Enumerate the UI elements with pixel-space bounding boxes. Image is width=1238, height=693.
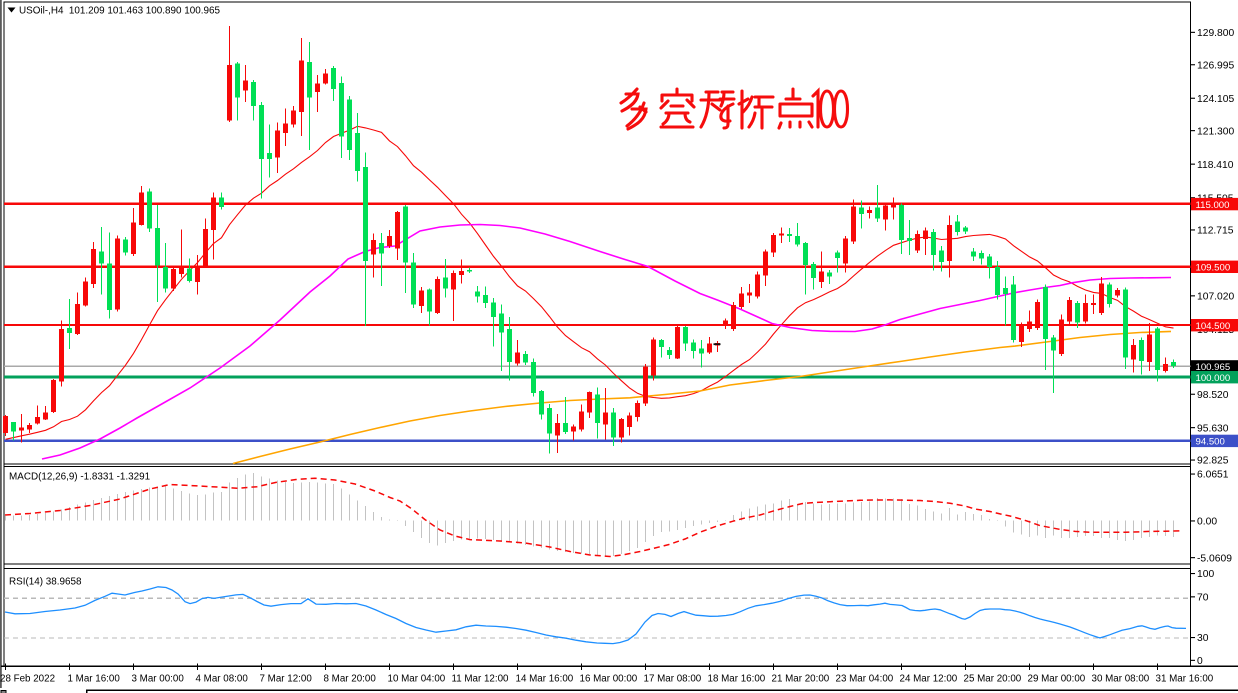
svg-text:-5.0609: -5.0609: [1197, 553, 1232, 564]
svg-text:24 Mar 12:00: 24 Mar 12:00: [900, 674, 958, 685]
svg-text:94.500: 94.500: [1196, 437, 1225, 448]
svg-text:100.965: 100.965: [1196, 362, 1231, 373]
svg-text:11 Mar 12:00: 11 Mar 12:00: [452, 674, 510, 685]
svg-text:98.520: 98.520: [1197, 390, 1229, 401]
svg-text:23 Mar 04:00: 23 Mar 04:00: [836, 674, 894, 685]
svg-text:28 Feb 2022: 28 Feb 2022: [0, 674, 55, 685]
svg-text:14 Mar 16:00: 14 Mar 16:00: [516, 674, 574, 685]
svg-text:112.715: 112.715: [1197, 226, 1234, 237]
svg-text:104.500: 104.500: [1196, 321, 1231, 332]
svg-text:30: 30: [1197, 633, 1209, 644]
svg-text:6.0651: 6.0651: [1197, 470, 1229, 481]
svg-text:18 Mar 16:00: 18 Mar 16:00: [708, 674, 766, 685]
svg-text:10 Mar 04:00: 10 Mar 04:00: [388, 674, 446, 685]
svg-text:107.020: 107.020: [1197, 292, 1234, 303]
svg-text:124.105: 124.105: [1197, 94, 1234, 105]
svg-text:92.825: 92.825: [1197, 456, 1229, 467]
svg-text:17 Mar 08:00: 17 Mar 08:00: [644, 674, 702, 685]
svg-text:70: 70: [1197, 593, 1209, 604]
svg-text:8 Mar 20:00: 8 Mar 20:00: [324, 674, 377, 685]
svg-text:3 Mar 00:00: 3 Mar 00:00: [132, 674, 185, 685]
svg-text:USOil-,H4 101.209 101.463 100: USOil-,H4 101.209 101.463 100.890 100.96…: [19, 6, 220, 17]
svg-text:7 Mar 12:00: 7 Mar 12:00: [260, 674, 313, 685]
svg-text:100.000: 100.000: [1196, 373, 1231, 384]
svg-text:21 Mar 20:00: 21 Mar 20:00: [772, 674, 830, 685]
svg-text:0.00: 0.00: [1197, 517, 1217, 528]
svg-text:121.300: 121.300: [1197, 126, 1234, 137]
svg-text:29 Mar 00:00: 29 Mar 00:00: [1028, 674, 1086, 685]
svg-text:100: 100: [1197, 569, 1214, 580]
svg-text:126.995: 126.995: [1197, 60, 1234, 71]
svg-text:25 Mar 20:00: 25 Mar 20:00: [964, 674, 1022, 685]
svg-text:95.630: 95.630: [1197, 423, 1229, 434]
svg-text:0: 0: [1197, 656, 1203, 667]
svg-text:109.500: 109.500: [1196, 263, 1231, 274]
svg-text:MACD(12,26,9) -1.8331 -1.3291: MACD(12,26,9) -1.8331 -1.3291: [9, 472, 151, 483]
svg-text:30 Mar 08:00: 30 Mar 08:00: [1092, 674, 1150, 685]
svg-text:16 Mar 00:00: 16 Mar 00:00: [580, 674, 638, 685]
svg-text:1 Mar 16:00: 1 Mar 16:00: [68, 674, 121, 685]
svg-text:118.410: 118.410: [1197, 160, 1234, 171]
svg-text:31 Mar 16:00: 31 Mar 16:00: [1156, 674, 1214, 685]
svg-text:4 Mar 08:00: 4 Mar 08:00: [196, 674, 249, 685]
svg-text:RSI(14) 38.9658: RSI(14) 38.9658: [9, 577, 82, 588]
svg-text:129.800: 129.800: [1197, 28, 1234, 39]
svg-text:115.000: 115.000: [1196, 200, 1230, 211]
